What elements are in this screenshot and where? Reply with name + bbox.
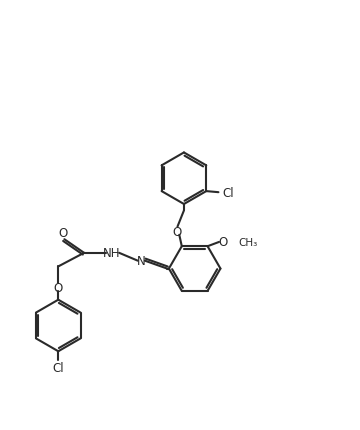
Text: Cl: Cl [222,187,234,200]
Text: N: N [137,255,146,267]
Text: O: O [58,227,67,240]
Text: O: O [173,225,182,238]
Text: Cl: Cl [53,361,64,374]
Text: NH: NH [103,247,121,260]
Text: O: O [218,236,227,249]
Text: CH₃: CH₃ [238,237,257,247]
Text: O: O [54,281,63,294]
